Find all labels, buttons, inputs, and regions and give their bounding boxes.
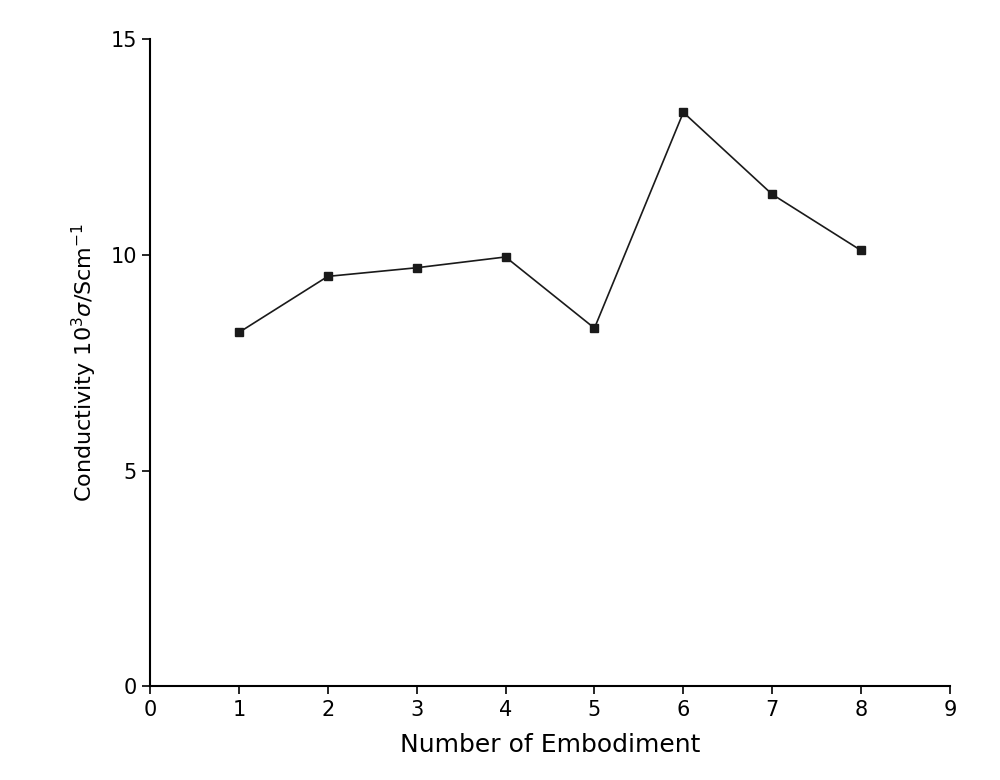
X-axis label: Number of Embodiment: Number of Embodiment (400, 733, 700, 757)
Y-axis label: Conductivity 10$^3$$\sigma$/Scm$^{-1}$: Conductivity 10$^3$$\sigma$/Scm$^{-1}$ (70, 223, 99, 502)
